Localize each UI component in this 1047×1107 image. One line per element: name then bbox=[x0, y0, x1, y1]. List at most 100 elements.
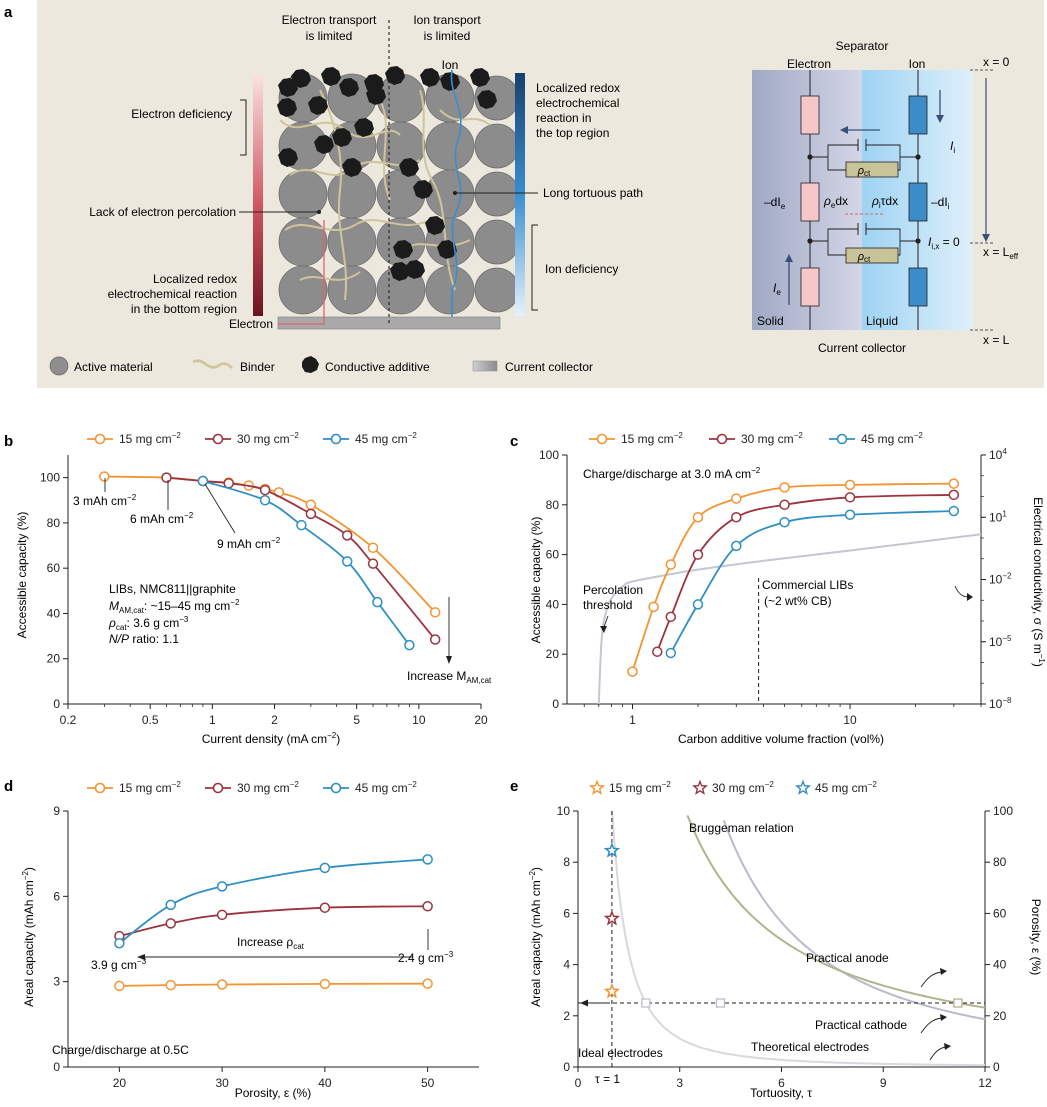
particle-illustration bbox=[277, 66, 520, 318]
legend-label-s45: 45 mg cm−2 bbox=[861, 431, 923, 446]
legend-label-s30: 30 mg cm−2 bbox=[237, 780, 299, 795]
ytick-label-e: 8 bbox=[563, 855, 570, 869]
data-point-d-s30 bbox=[319, 902, 331, 913]
data-point-b-s30 bbox=[305, 508, 317, 520]
separator-label: Separator bbox=[836, 39, 889, 53]
ytick-label-c: 0 bbox=[552, 697, 559, 711]
data-point-c-s30 bbox=[948, 489, 960, 501]
data-point-c-s45 bbox=[731, 540, 742, 552]
practical-cathode-label: Practical cathode bbox=[815, 1018, 907, 1032]
series-d bbox=[114, 854, 433, 992]
conductive-additive-blob bbox=[470, 68, 490, 87]
tortuosity-marker bbox=[715, 998, 726, 1008]
increase-rho-label: Increase ρcat bbox=[237, 935, 305, 951]
data-point-c-s15 bbox=[948, 478, 960, 489]
conductive-additive-blob bbox=[339, 78, 359, 97]
electron-limited-line2: is limited bbox=[306, 29, 353, 43]
legend-marker-s15 bbox=[94, 782, 106, 794]
conductive-additive-blob bbox=[342, 158, 362, 177]
ylabel-d: Areal capacity (mAh cm−2) bbox=[21, 867, 36, 1007]
y2tick-label-e: 40 bbox=[993, 958, 1007, 972]
data-point-b-s45 bbox=[404, 639, 415, 651]
ylabel-c: Accessible capacity (%) bbox=[529, 517, 543, 644]
binder-strand bbox=[319, 89, 347, 301]
ytick-label-d: 9 bbox=[53, 804, 60, 818]
data-point-c-s45 bbox=[692, 599, 704, 610]
increase-rho-arrow-head bbox=[137, 954, 145, 960]
ytick-label-e: 6 bbox=[563, 906, 570, 920]
data-point-c-s15 bbox=[779, 482, 790, 493]
legend-e: 15 mg cm−2 30 mg cm−2 45 mg cm−2 bbox=[588, 779, 877, 795]
legend-star-s45 bbox=[794, 779, 812, 795]
top-region-line2: electrochemical bbox=[536, 96, 619, 110]
y2tick-label-c: 10−2 bbox=[989, 572, 1012, 587]
conductivity-curve bbox=[597, 533, 982, 705]
x-arrow-head bbox=[982, 234, 990, 242]
electron-deficiency-bracket bbox=[240, 99, 247, 156]
data-point-c-s30 bbox=[652, 646, 663, 657]
conductive-additive-blob bbox=[278, 78, 298, 97]
data-point-b-s30 bbox=[367, 558, 379, 569]
charge-note-c: Charge/discharge at 3.0 mA cm−2 bbox=[583, 466, 761, 481]
circuit-schematic: Separator Electron Ion ρct ρc bbox=[752, 39, 1019, 355]
data-point-b-s15 bbox=[367, 542, 379, 554]
active-particle bbox=[425, 265, 475, 315]
legend-label-s45: 45 mg cm−2 bbox=[815, 780, 877, 795]
active-particle bbox=[474, 171, 520, 217]
xtick-label-c: 10 bbox=[843, 713, 857, 727]
y2tick-label-e: 20 bbox=[993, 1009, 1007, 1023]
active-particle bbox=[327, 169, 377, 219]
data-point-c-s15 bbox=[648, 601, 659, 613]
series-b bbox=[99, 471, 441, 651]
xtick-label-d: 40 bbox=[318, 1076, 332, 1090]
data-point-c-s30 bbox=[844, 492, 856, 503]
rct-label-1: ρct bbox=[857, 165, 871, 178]
tortuosity-marker bbox=[641, 998, 651, 1008]
data-point-d-s30 bbox=[216, 909, 228, 921]
ytick-label-e: 10 bbox=[557, 804, 571, 818]
conductive-additive-blob bbox=[420, 68, 440, 87]
xlabel-e: Tortuosity, τ bbox=[750, 1086, 812, 1100]
ion-limited-line2: is limited bbox=[424, 29, 471, 43]
resistor-electron-1 bbox=[800, 95, 820, 135]
xtick-label-b: 20 bbox=[474, 713, 488, 727]
current-collector-icon bbox=[472, 360, 498, 372]
legend-marker-s45 bbox=[836, 433, 848, 445]
ytick-label-b: 100 bbox=[40, 471, 60, 485]
increase-m-label: Increase MAM,cat bbox=[407, 669, 492, 685]
data-point-b-s30 bbox=[429, 634, 441, 645]
rct-box-2 bbox=[845, 247, 899, 264]
xtick-label-d: 20 bbox=[113, 1076, 127, 1090]
conductive-additive-blob bbox=[321, 67, 341, 86]
resistor-electron-3 bbox=[800, 267, 820, 307]
annot-9mah: 9 mAh cm−2 bbox=[217, 536, 281, 551]
percolation-arrow-head bbox=[600, 626, 607, 633]
conductive-additive-blob bbox=[366, 86, 386, 105]
practical-anode-label: Practical anode bbox=[806, 951, 889, 965]
data-point-c-s30 bbox=[665, 611, 677, 623]
ytick-label-e: 2 bbox=[563, 1009, 570, 1023]
xtick-label-b: 0.2 bbox=[60, 713, 77, 727]
annot-6mah: 6 mAh cm−2 bbox=[130, 511, 194, 526]
xl-label: x = L bbox=[983, 333, 1010, 347]
data-point-d-s30 bbox=[422, 901, 433, 912]
e-arrow-anode bbox=[920, 971, 943, 988]
resistor-ion-3 bbox=[908, 267, 928, 307]
annot-3mah: 3 mAh cm−2 bbox=[73, 493, 137, 508]
binder-strand bbox=[299, 271, 361, 281]
conductive-additive-blob bbox=[291, 69, 311, 88]
legend-current-collector: Current collector bbox=[505, 360, 593, 374]
active-particle bbox=[474, 123, 520, 169]
xtick-label-e: 9 bbox=[880, 1076, 887, 1090]
ytick-label-b: 0 bbox=[53, 697, 60, 711]
resistor-ion-1 bbox=[908, 95, 928, 135]
percolation-arrow-line bbox=[603, 615, 609, 628]
data-point-b-s15 bbox=[305, 499, 317, 511]
rct-label-2: ρct bbox=[857, 251, 871, 264]
conductive-additive-icon bbox=[302, 356, 319, 373]
y2tick-label-e: 60 bbox=[993, 906, 1007, 920]
y2tick-label-e: 100 bbox=[993, 804, 1013, 818]
panel-label-e: e bbox=[510, 778, 518, 795]
ytick-label-c: 100 bbox=[539, 448, 559, 462]
xtick-label-e: 6 bbox=[778, 1076, 785, 1090]
